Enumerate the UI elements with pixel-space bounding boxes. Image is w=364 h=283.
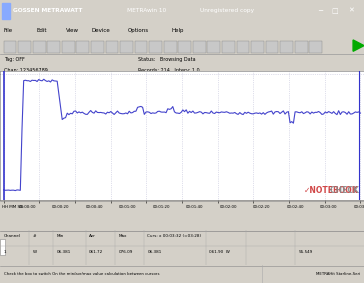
Text: 06.381: 06.381 bbox=[56, 250, 71, 254]
Bar bbox=[207, 40, 220, 53]
Text: 061.72: 061.72 bbox=[89, 250, 103, 254]
Bar bbox=[33, 40, 46, 53]
Bar bbox=[47, 40, 60, 53]
Text: ─: ─ bbox=[318, 8, 323, 14]
Text: Tag: OFF: Tag: OFF bbox=[4, 57, 24, 62]
Text: Chan: 123456789: Chan: 123456789 bbox=[4, 68, 47, 73]
Text: 076.09: 076.09 bbox=[118, 250, 132, 254]
Text: #: # bbox=[33, 234, 36, 238]
Bar bbox=[18, 40, 31, 53]
Text: 00:01:20: 00:01:20 bbox=[153, 205, 170, 209]
Text: 00:02:20: 00:02:20 bbox=[253, 205, 270, 209]
Bar bbox=[280, 40, 293, 53]
Bar bbox=[76, 40, 89, 53]
Text: 00:01:40: 00:01:40 bbox=[186, 205, 203, 209]
Text: W: W bbox=[33, 250, 37, 254]
Text: ✕: ✕ bbox=[348, 8, 354, 14]
Bar bbox=[2, 3, 10, 19]
Text: 00:01:00: 00:01:00 bbox=[119, 205, 136, 209]
Bar bbox=[295, 40, 308, 53]
Text: Channel: Channel bbox=[4, 234, 20, 238]
Text: 00:00:40: 00:00:40 bbox=[86, 205, 103, 209]
Bar bbox=[237, 40, 249, 53]
Text: Max: Max bbox=[118, 234, 127, 238]
Text: Device: Device bbox=[91, 28, 110, 33]
Text: METRAHit Starline-Seri: METRAHit Starline-Seri bbox=[316, 272, 360, 276]
Bar bbox=[222, 40, 235, 53]
Bar bbox=[62, 40, 75, 53]
Text: Options: Options bbox=[127, 28, 149, 33]
Bar bbox=[266, 40, 278, 53]
Text: Check the box to switch On the min/avr/max value calculation between cursors: Check the box to switch On the min/avr/m… bbox=[4, 272, 159, 276]
Bar bbox=[178, 40, 191, 53]
Text: Edit: Edit bbox=[36, 28, 47, 33]
Text: ✓NOTEBOOK: ✓NOTEBOOK bbox=[304, 186, 359, 195]
Text: Records: 214   Interv: 1.0: Records: 214 Interv: 1.0 bbox=[138, 68, 200, 73]
Text: Help: Help bbox=[171, 28, 183, 33]
Text: 00:03:00: 00:03:00 bbox=[320, 205, 337, 209]
Text: 00:02:00: 00:02:00 bbox=[219, 205, 237, 209]
Text: HH MM SS: HH MM SS bbox=[2, 205, 23, 209]
Bar bbox=[106, 40, 118, 53]
Text: Status:   Browsing Data: Status: Browsing Data bbox=[138, 57, 196, 62]
Text: METRAwin 10: METRAwin 10 bbox=[127, 8, 167, 13]
Text: 00:00:20: 00:00:20 bbox=[52, 205, 70, 209]
Text: 55.549: 55.549 bbox=[298, 250, 313, 254]
Text: Min: Min bbox=[56, 234, 64, 238]
Text: Avr: Avr bbox=[89, 234, 96, 238]
Bar bbox=[309, 40, 322, 53]
Text: 1: 1 bbox=[4, 250, 6, 254]
Text: 061.90  W: 061.90 W bbox=[209, 250, 230, 254]
Text: View: View bbox=[66, 28, 79, 33]
Bar bbox=[251, 40, 264, 53]
Bar bbox=[91, 40, 104, 53]
Bar bbox=[193, 40, 206, 53]
Text: 00:02:40: 00:02:40 bbox=[286, 205, 304, 209]
Polygon shape bbox=[353, 40, 364, 51]
Text: GOSSEN METRAWATT: GOSSEN METRAWATT bbox=[13, 8, 82, 13]
Text: CHECK: CHECK bbox=[309, 186, 359, 195]
Text: 00:00:00: 00:00:00 bbox=[19, 205, 36, 209]
Text: 06.381: 06.381 bbox=[147, 250, 162, 254]
Bar bbox=[4, 40, 16, 53]
Bar bbox=[120, 40, 133, 53]
Text: Unregistered copy: Unregistered copy bbox=[200, 8, 254, 13]
Text: 00:03:20: 00:03:20 bbox=[353, 205, 364, 209]
Text: □: □ bbox=[332, 8, 338, 14]
Bar bbox=[149, 40, 162, 53]
Bar bbox=[135, 40, 147, 53]
Bar bbox=[0, 239, 5, 255]
Bar bbox=[164, 40, 177, 53]
Text: Curs: x 00:03:32 (=03:28): Curs: x 00:03:32 (=03:28) bbox=[147, 234, 202, 238]
Text: File: File bbox=[4, 28, 13, 33]
